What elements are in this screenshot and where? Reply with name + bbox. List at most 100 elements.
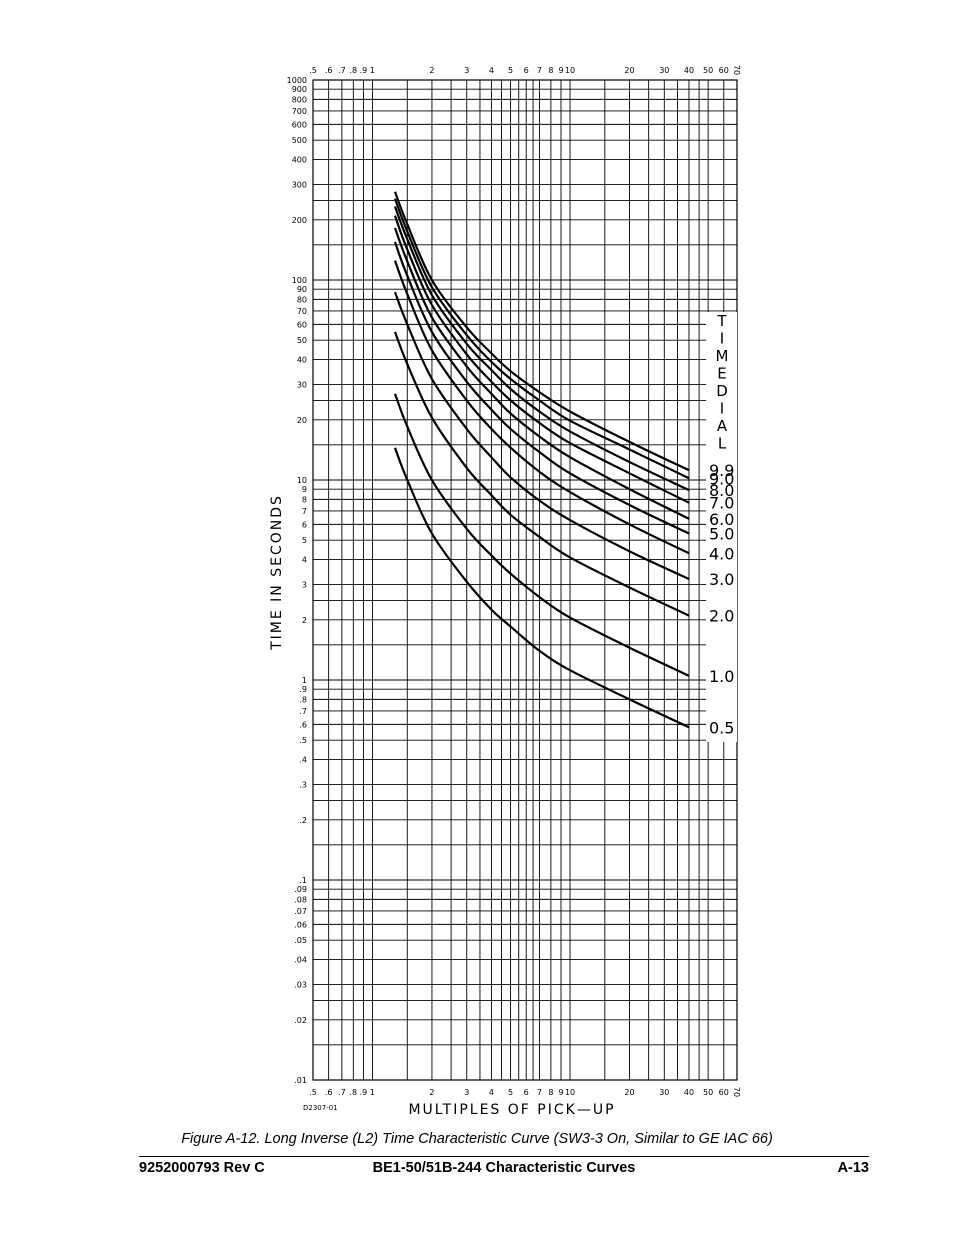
x-tick-label-top: 20 xyxy=(624,66,634,75)
x-tick-label-top: 7 xyxy=(537,66,542,75)
x-tick-label-bottom: .7 xyxy=(338,1088,346,1097)
plot-frame xyxy=(312,79,738,1081)
figure-caption: Figure A-12. Long Inverse (L2) Time Char… xyxy=(181,1131,773,1147)
x-tick-label-top: .8 xyxy=(350,66,358,75)
y-tick-label: .03 xyxy=(294,981,307,990)
time-dial-curve xyxy=(393,206,690,492)
time-dial-value-label: 1.0 xyxy=(709,667,734,686)
footer-page-number: A-13 xyxy=(837,1160,869,1176)
x-tick-label-bottom: 9 xyxy=(558,1088,563,1097)
drawing-number: D2307-01 xyxy=(303,1104,338,1112)
y-tick-label: 80 xyxy=(297,295,307,304)
x-axis-title: MULTIPLES OF PICK—UP xyxy=(408,1102,615,1118)
y-tick-label: 30 xyxy=(297,381,307,390)
y-tick-label: 50 xyxy=(297,336,307,345)
y-tick-label: 40 xyxy=(297,356,307,365)
x-tick-label-bottom: 8 xyxy=(548,1088,553,1097)
x-tick-label-bottom: 5 xyxy=(508,1088,513,1097)
x-tick-label-bottom: 40 xyxy=(684,1088,694,1097)
y-tick-label: 5 xyxy=(302,536,307,545)
y-tick-label: 70 xyxy=(297,307,307,316)
page-footer: 9252000793 Rev C BE1-50/51B-244 Characte… xyxy=(139,1160,869,1180)
y-tick-label: 60 xyxy=(297,320,307,329)
y-tick-label: .01 xyxy=(294,1076,307,1085)
x-tick-label-bottom: 10 xyxy=(565,1088,575,1097)
y-tick-label: 7 xyxy=(302,507,307,516)
y-tick-label: 500 xyxy=(292,136,307,145)
x-tick-label-top: .5 xyxy=(309,66,317,75)
footer-title: BE1-50/51B-244 Characteristic Curves xyxy=(372,1160,636,1176)
time-dial-value-label: 2.0 xyxy=(709,607,734,626)
x-tick-label-top: 9 xyxy=(558,66,563,75)
time-dial-title-letter: L xyxy=(718,435,727,453)
y-axis-title: TIME IN SECONDS xyxy=(269,494,285,651)
time-dial-curve xyxy=(393,227,690,520)
x-tick-label-bottom: .8 xyxy=(350,1088,358,1097)
time-dial-title-letter: I xyxy=(720,400,724,418)
time-dial-curve xyxy=(393,191,690,472)
footer-rule xyxy=(139,1156,869,1157)
y-tick-label: .04 xyxy=(294,956,307,965)
time-dial-curve xyxy=(393,241,690,535)
y-tick-label: .4 xyxy=(299,756,307,765)
y-tick-label: 6 xyxy=(302,520,307,529)
time-dial-value-label: 7.0 xyxy=(709,494,734,513)
time-dial-title-letter: E xyxy=(717,365,726,383)
y-tick-label: .08 xyxy=(294,895,307,904)
x-tick-label-top: 10 xyxy=(565,66,575,75)
dial-label-backing xyxy=(706,312,737,742)
x-tick-label-bottom: 4 xyxy=(489,1088,494,1097)
y-tick-label: 2 xyxy=(302,616,307,625)
y-tick-label: 400 xyxy=(292,156,307,165)
chart-labels: .5.5.6.6.7.7.8.8.9.911223344556677889910… xyxy=(287,65,741,1097)
y-tick-label: 8 xyxy=(302,495,307,504)
x-tick-label-top: 30 xyxy=(659,66,669,75)
y-tick-label: .6 xyxy=(299,720,307,729)
y-tick-label: 1 xyxy=(302,676,307,685)
time-dial-curve xyxy=(393,215,690,504)
x-tick-label-bottom: 3 xyxy=(464,1088,469,1097)
y-tick-label: .1 xyxy=(299,876,307,885)
x-tick-label-top: 5 xyxy=(508,66,513,75)
x-tick-label-top: 50 xyxy=(703,66,713,75)
y-tick-label: 20 xyxy=(297,416,307,425)
x-tick-label-top: 70 xyxy=(732,65,741,75)
y-tick-label: .9 xyxy=(299,685,307,694)
x-tick-label-top: .6 xyxy=(325,66,333,75)
x-tick-label-bottom: 20 xyxy=(624,1088,634,1097)
time-dial-title-letter: D xyxy=(716,382,728,400)
y-tick-label: 9 xyxy=(302,485,307,494)
x-tick-label-top: 2 xyxy=(429,66,434,75)
time-dial-curves xyxy=(393,191,690,729)
time-dial-title-letter: I xyxy=(720,330,724,348)
x-tick-label-bottom: 6 xyxy=(524,1088,529,1097)
time-dial-curve xyxy=(393,447,690,729)
x-tick-label-top: 40 xyxy=(684,66,694,75)
time-dial-value-label: 6.0 xyxy=(709,510,734,529)
y-tick-label: 90 xyxy=(297,285,307,294)
y-tick-label: 200 xyxy=(292,216,307,225)
time-dial-value-label: 5.0 xyxy=(709,525,734,544)
x-tick-label-bottom: .5 xyxy=(309,1088,317,1097)
y-tick-label: .07 xyxy=(294,907,307,916)
y-tick-label: .06 xyxy=(294,920,307,929)
y-tick-label: 1000 xyxy=(287,76,307,85)
time-dial-title-letter: T xyxy=(716,312,727,330)
time-dial-title-letter: A xyxy=(717,417,728,435)
y-tick-label: .3 xyxy=(299,781,307,790)
x-tick-label-top: 8 xyxy=(548,66,553,75)
time-dial-title-letter: M xyxy=(716,347,729,365)
footer-document-number: 9252000793 Rev C xyxy=(139,1160,265,1176)
x-tick-label-bottom: 7 xyxy=(537,1088,542,1097)
y-tick-label: 300 xyxy=(292,181,307,190)
x-tick-label-bottom: 2 xyxy=(429,1088,434,1097)
y-tick-label: 100 xyxy=(292,276,307,285)
time-dial-value-label: 9.0 xyxy=(709,469,734,488)
y-tick-label: .05 xyxy=(294,936,307,945)
y-tick-label: .09 xyxy=(294,885,307,894)
x-tick-label-bottom: 1 xyxy=(370,1088,375,1097)
time-dial-value-label: 0.5 xyxy=(709,718,734,737)
x-tick-label-bottom: 50 xyxy=(703,1088,713,1097)
y-tick-label: .5 xyxy=(299,736,307,745)
